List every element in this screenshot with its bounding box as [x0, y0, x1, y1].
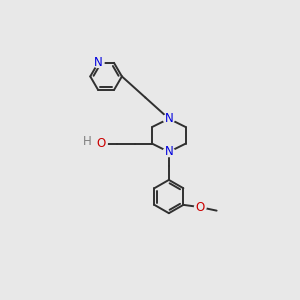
Text: H: H — [83, 135, 92, 148]
Ellipse shape — [163, 114, 175, 123]
Text: N: N — [164, 146, 173, 158]
Text: O: O — [196, 201, 205, 214]
Ellipse shape — [83, 137, 92, 146]
Ellipse shape — [96, 139, 107, 148]
Ellipse shape — [194, 202, 206, 212]
Text: N: N — [94, 56, 103, 69]
Text: O: O — [97, 137, 106, 150]
Text: N: N — [164, 112, 173, 125]
Ellipse shape — [163, 147, 175, 157]
Ellipse shape — [92, 58, 104, 68]
